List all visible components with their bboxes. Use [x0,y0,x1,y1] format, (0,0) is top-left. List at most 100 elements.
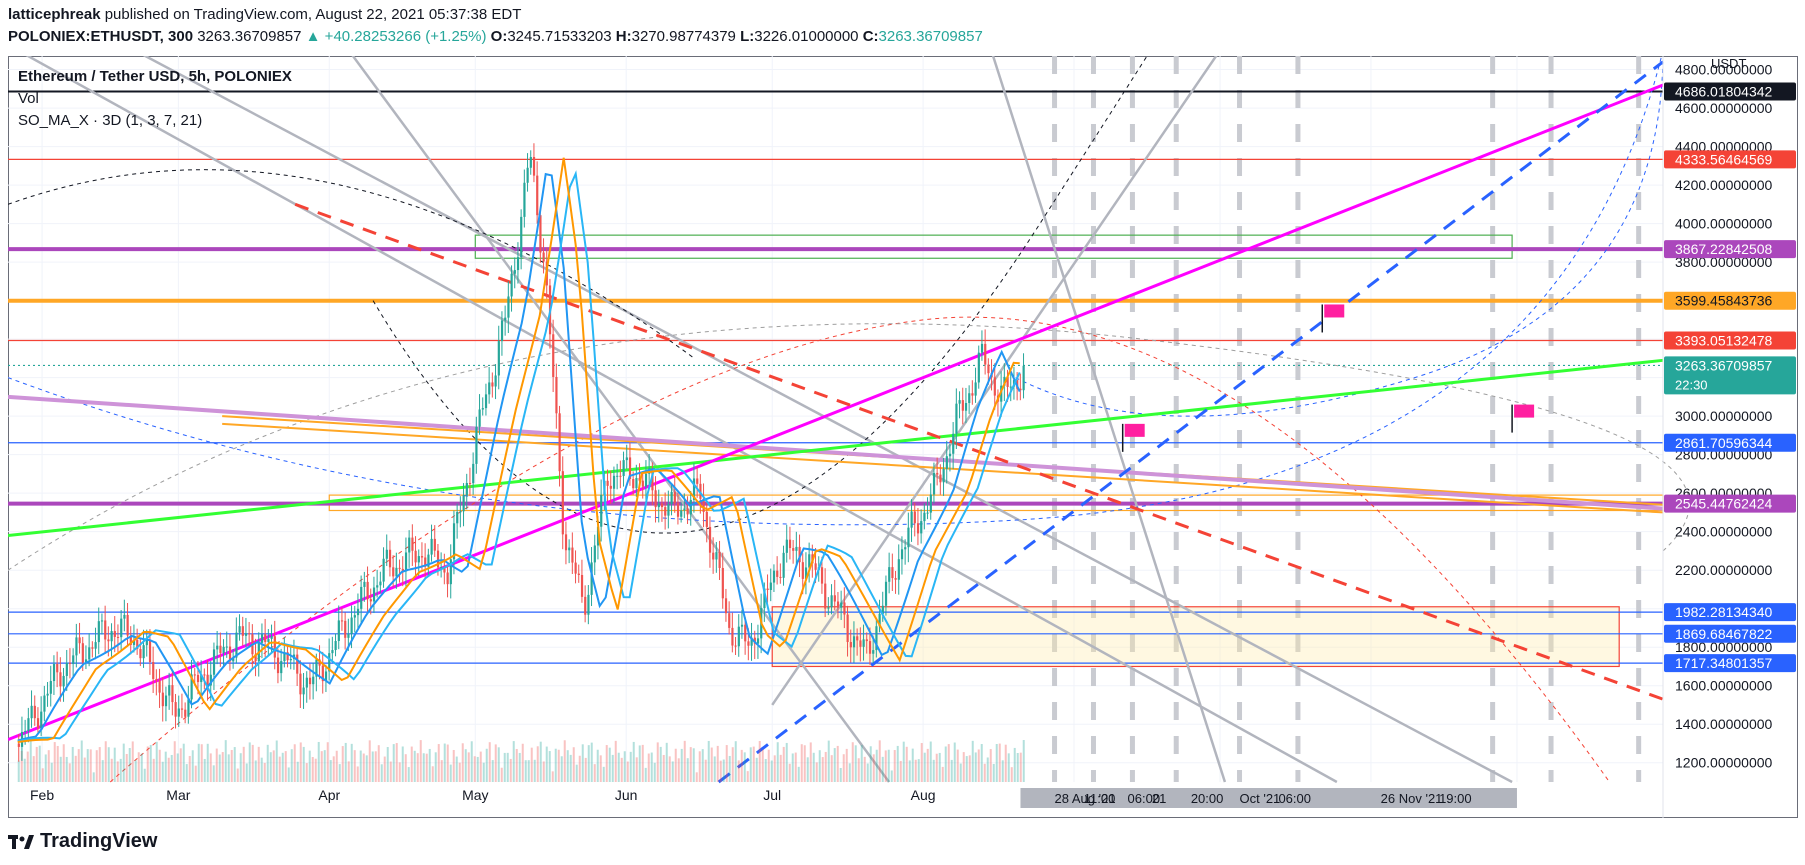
volume-bar [359,750,362,782]
volume-bar [167,757,170,782]
candle-body [36,718,40,729]
volume-bar [83,757,86,782]
volume-bar [497,747,500,782]
candle-body [814,563,817,570]
candle-body [299,673,302,695]
volume-bar [659,746,662,782]
candle-body [798,546,801,563]
candle-body [270,636,273,639]
volume-bar [629,751,632,782]
volume-bar [719,760,722,782]
candle-body [651,468,654,491]
volume-bar [179,748,182,782]
volume-bar [152,758,155,782]
candle-body [40,711,43,729]
candle-body [436,550,440,568]
candle-body [564,534,568,551]
volume-bar [668,756,671,782]
candle-body [974,382,977,396]
candle-body [289,659,292,661]
volume-bar [959,763,962,782]
volume-bar [653,762,656,782]
candle-body [676,503,680,517]
legend-indicator[interactable]: SO_MA_X · 3D (1, 3, 7, 21) [18,112,203,129]
volume-bar [281,752,284,782]
candle-body [340,620,344,622]
volume-bar [788,763,791,782]
candle-body [100,620,104,622]
candle-body [708,526,712,553]
volume-bar [734,741,737,782]
candle-body [123,614,126,619]
volume-bar [908,760,911,782]
volume-bar [434,752,437,782]
volume-bar [677,758,680,782]
candle-body [932,472,936,495]
volume-bar [419,740,422,782]
volume-bar [557,749,560,782]
tradingview-logo[interactable]: TradingView [8,830,157,853]
volume-bar [329,760,332,782]
volume-bar [770,760,773,782]
x-overlay-label: 19:00 [1439,791,1472,806]
volume-bar [245,763,248,782]
volume-bar [647,753,650,782]
volume-bar [932,759,935,782]
volume-bar [1016,753,1019,782]
candle-body [260,634,264,643]
candle-body [670,491,673,505]
volume-bar [992,763,995,782]
volume-bar [299,742,302,782]
legend-volume[interactable]: Vol [18,90,39,107]
candle-body [443,567,446,573]
volume-bar [431,766,434,782]
publisher-name[interactable]: latticephreak [8,6,101,23]
volume-bar [692,748,695,782]
volume-bar [617,752,620,782]
candle-body [206,674,209,686]
flag-icon [1514,404,1535,418]
volume-bar [50,762,53,782]
candle-body [94,642,97,649]
candle-body [654,490,657,508]
candle-body [84,659,88,663]
volume-bar [896,745,899,782]
candle-body [244,633,248,636]
high-value: 3270.98774379 [631,28,736,45]
volume-bar [302,746,305,782]
volume-bar [548,751,551,782]
candle-body [820,567,824,584]
chart-frame[interactable] [8,56,1798,818]
volume-bar [38,745,41,782]
volume-bar [530,747,533,782]
arc-curve [8,56,1663,526]
candle-body [344,620,347,638]
volume-bar [182,743,185,782]
volume-bar [542,761,545,782]
flag-icon [1124,423,1145,437]
candle-body [17,743,20,747]
candle-body [628,457,632,479]
candle-body [993,377,996,396]
volume-bar [533,759,536,782]
volume-bar [116,761,119,782]
volume-bar [794,752,797,782]
candle-body [1006,376,1009,387]
volume-bar [527,760,530,782]
candle-body [526,167,529,183]
volume-bar [914,759,917,782]
volume-bar [818,750,821,782]
legend-title[interactable]: Ethereum / Tether USD, 5h, POLONIEX [18,68,292,85]
volume-bar [494,744,497,782]
volume-bar [1013,747,1016,782]
volume-bar [440,760,443,782]
candle-body [859,640,862,647]
candle-body [955,403,958,434]
candle-body [241,626,244,636]
open-label: O: [490,28,508,45]
volume-bar [638,745,641,782]
candle-body [1022,365,1025,391]
candle-body [747,641,750,646]
volume-bar [173,741,176,782]
